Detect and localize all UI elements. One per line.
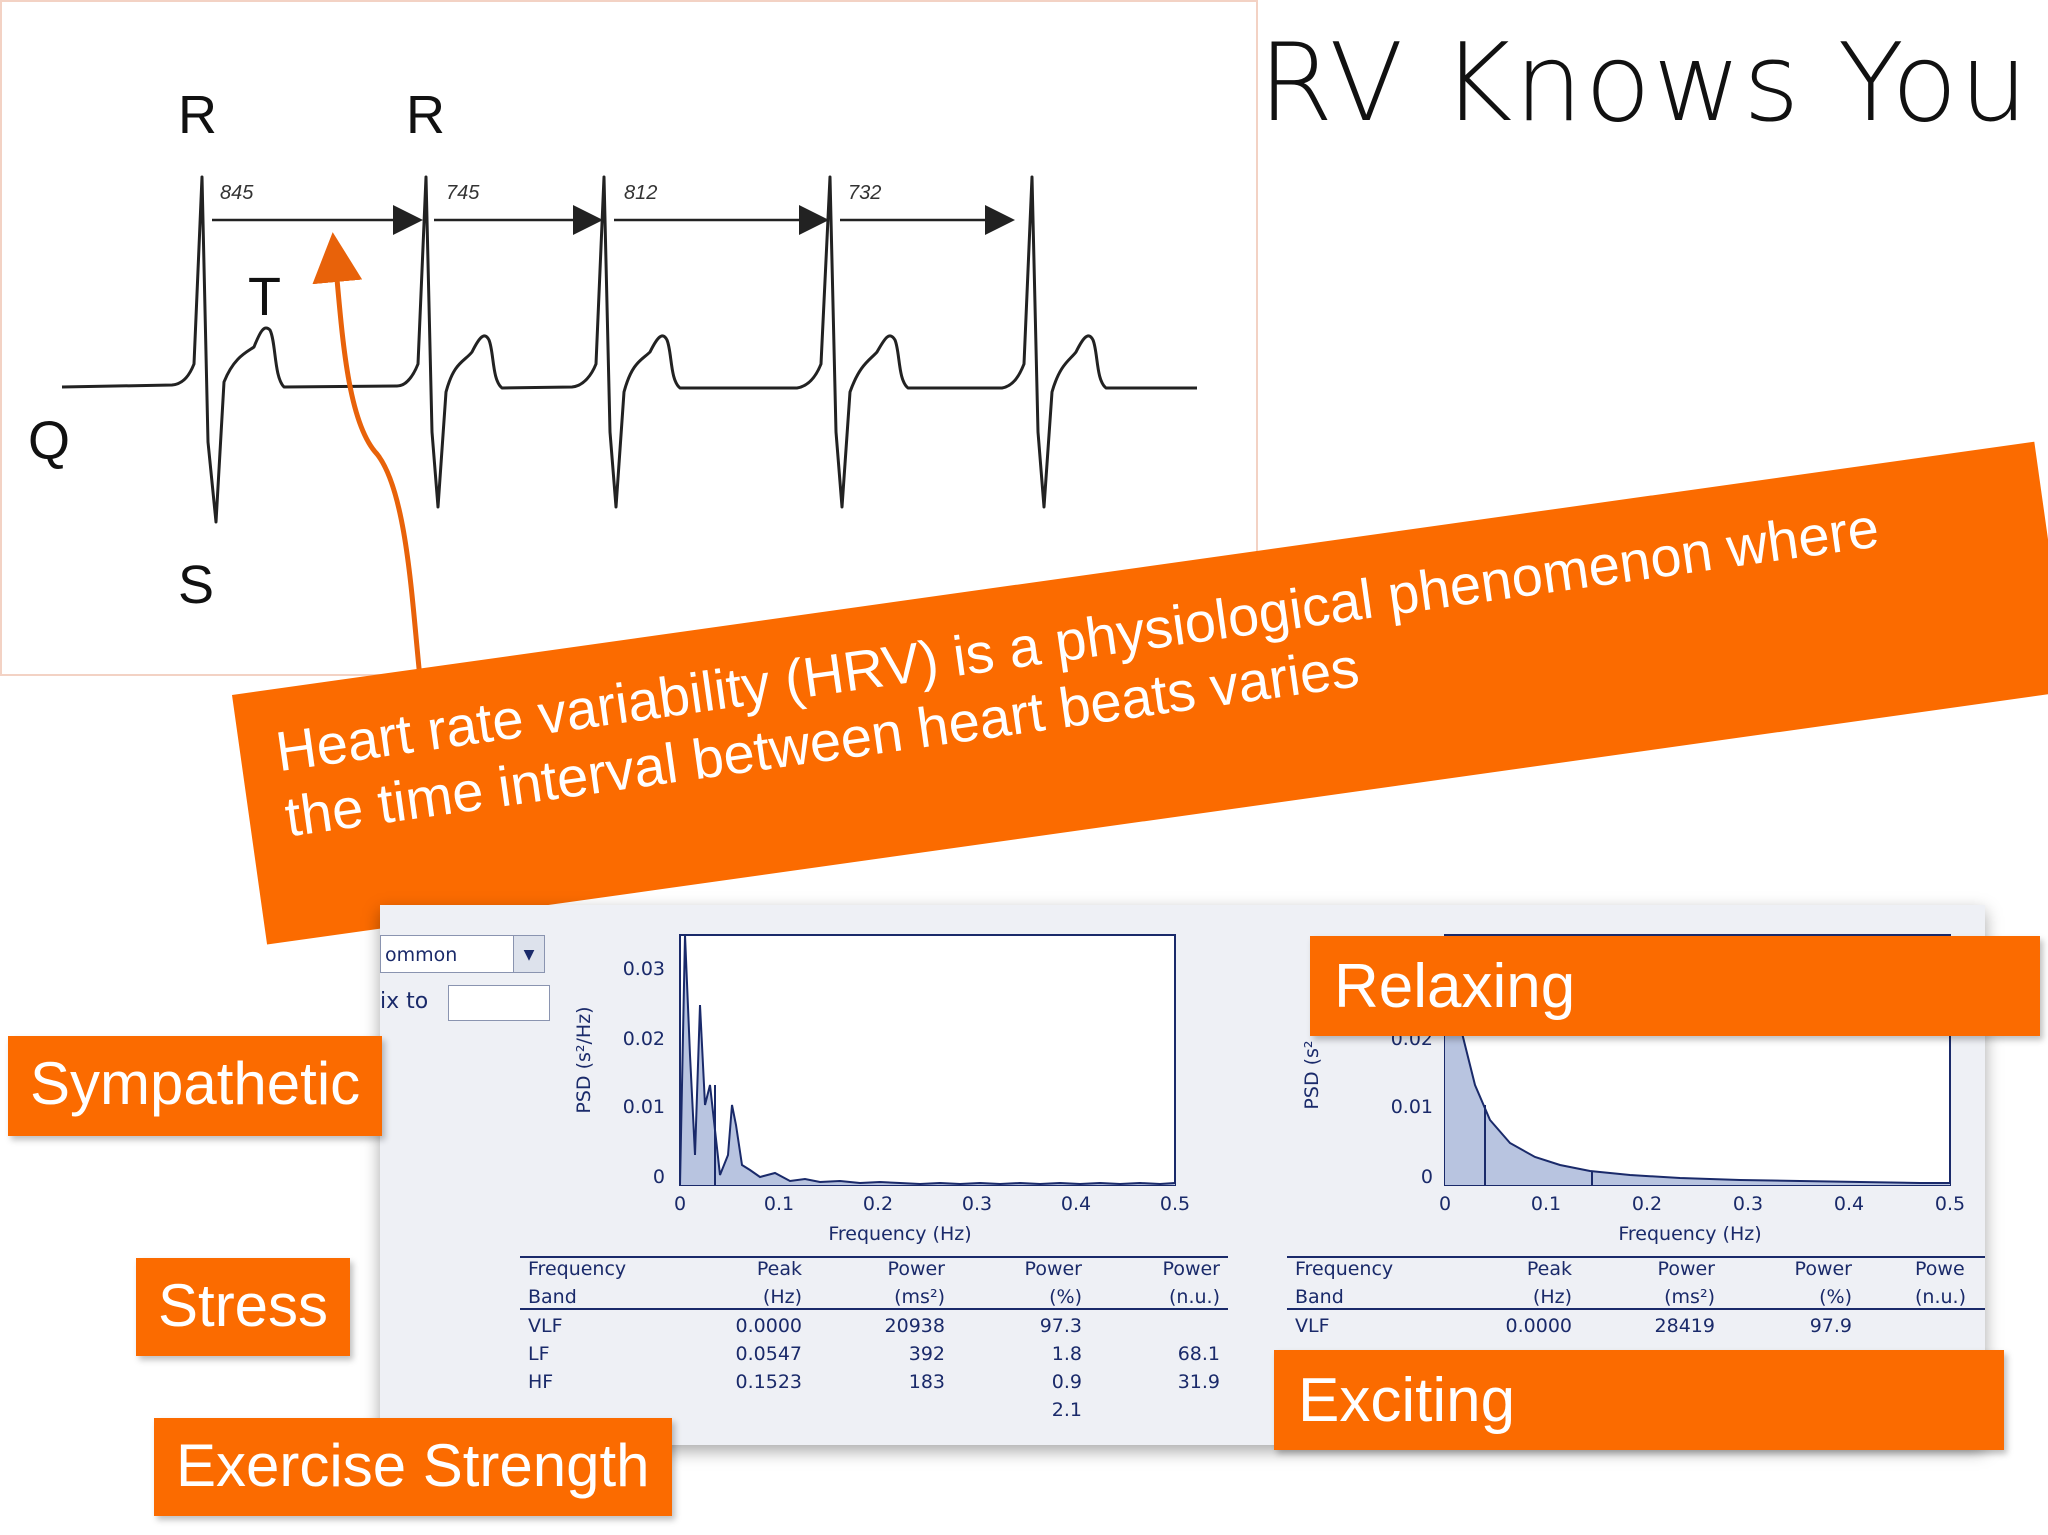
table-header: (%): [1819, 1286, 1852, 1308]
table-header: Power: [888, 1258, 946, 1280]
rr-interval-label: 812: [624, 182, 658, 204]
left-xtick: 0.1: [764, 1193, 794, 1215]
orange-pointer-arrow: [312, 232, 423, 678]
table-cell: VLF: [528, 1315, 563, 1337]
table-header: Power: [1658, 1258, 1716, 1280]
ecg-trace: [61, 175, 1197, 524]
left-xtick: 0.5: [1160, 1193, 1190, 1215]
fix-to-label: ix to: [380, 989, 429, 1014]
tag-relaxing: Relaxing: [1310, 936, 2040, 1036]
ecg-label-r1: R: [178, 85, 217, 145]
left-ytick: 0: [653, 1166, 665, 1188]
left-xtick: 0.3: [962, 1193, 992, 1215]
table-cell: 20938: [885, 1315, 945, 1337]
table-cell: 68.1: [1178, 1343, 1220, 1365]
right-xtick: 0.3: [1733, 1193, 1763, 1215]
right-xtick: 0.5: [1935, 1193, 1965, 1215]
table-cell: 1.8: [1052, 1343, 1082, 1365]
table-header: Frequency: [528, 1258, 626, 1280]
right-xtick: 0.4: [1834, 1193, 1864, 1215]
right-psd-fill: [1445, 945, 1950, 1185]
table-cell: 392: [909, 1343, 945, 1365]
ecg-diagram-panel: R R T Q S 845 745 812 732: [0, 0, 1258, 678]
right-xtick: 0.2: [1632, 1193, 1662, 1215]
left-ytick: 0.02: [623, 1028, 665, 1050]
table-cell: 183: [909, 1371, 945, 1393]
table-cell: LF: [528, 1343, 550, 1365]
right-ytick: 0.01: [1391, 1096, 1433, 1118]
right-ytick: 0: [1421, 1166, 1433, 1188]
left-plot-frame: [679, 934, 1176, 1186]
table-header: Power: [1025, 1258, 1083, 1280]
left-psd-line: [679, 934, 1176, 1186]
table-header: (n.u.): [1915, 1286, 1966, 1308]
table-cell: 0.0000: [1506, 1315, 1572, 1337]
table-header: Band: [528, 1286, 577, 1308]
fix-to-input[interactable]: [448, 985, 550, 1021]
left-ylabel: PSD (s²/Hz): [573, 1006, 595, 1113]
ecg-label-s: S: [178, 555, 215, 615]
left-xtick: 0.2: [863, 1193, 893, 1215]
table-header: (Hz): [763, 1286, 802, 1308]
table-cell: 0.1523: [736, 1371, 802, 1393]
table-header: (n.u.): [1169, 1286, 1220, 1308]
table-cell: 0.0000: [736, 1315, 802, 1337]
table-header: (ms²): [894, 1286, 945, 1308]
tag-stress: Stress: [136, 1258, 351, 1356]
settings-dropdown[interactable]: ommon ▼: [380, 935, 545, 973]
left-xtick: 0: [674, 1193, 686, 1215]
table-header: Peak: [1527, 1258, 1572, 1280]
rr-interval-label: 732: [848, 182, 882, 204]
rr-interval-label: 845: [220, 182, 254, 204]
ecg-label-t: T: [248, 267, 281, 327]
rr-interval-label: 745: [446, 182, 480, 204]
table-header: Band: [1295, 1286, 1344, 1308]
tag-exciting: Exciting: [1274, 1350, 2004, 1450]
chevron-down-icon[interactable]: ▼: [513, 936, 544, 972]
ecg-label-r2: R: [406, 85, 445, 145]
table-cell: 97.9: [1810, 1315, 1852, 1337]
table-cell: 0.9: [1052, 1371, 1082, 1393]
left-xlabel: Frequency (Hz): [828, 1223, 971, 1245]
left-psd-fill: [680, 935, 1175, 1185]
right-ylabel: PSD (s²: [1301, 1040, 1323, 1109]
table-header: Peak: [757, 1258, 802, 1280]
hrv-definition-banner: Heart rate variability (HRV) is a physio…: [232, 441, 2048, 945]
right-xtick: 0.1: [1531, 1193, 1561, 1215]
right-xlabel: Frequency (Hz): [1618, 1223, 1761, 1245]
table-cell: 31.9: [1178, 1371, 1220, 1393]
right-psd-line: [1444, 944, 1950, 1184]
table-cell: 2.1: [1052, 1399, 1082, 1421]
left-ytick: 0.01: [623, 1096, 665, 1118]
table-cell: 28419: [1655, 1315, 1715, 1337]
dropdown-value: ommon: [385, 944, 458, 966]
table-cell: VLF: [1295, 1315, 1330, 1337]
tag-sympathetic: Sympathetic: [8, 1036, 383, 1136]
right-xtick: 0: [1439, 1193, 1451, 1215]
left-xtick: 0.4: [1061, 1193, 1091, 1215]
table-header: (Hz): [1533, 1286, 1572, 1308]
tag-exercise-strength: Exercise Strength: [154, 1418, 672, 1516]
left-ytick: 0.03: [623, 958, 665, 980]
table-cell: 0.0547: [736, 1343, 802, 1365]
ecg-label-q: Q: [28, 411, 71, 471]
table-cell: 97.3: [1040, 1315, 1082, 1337]
right-results-table: Frequency Band Peak (Hz) Power (ms²) Pow…: [1287, 1256, 1985, 1337]
table-header: Frequency: [1295, 1258, 1393, 1280]
table-header: Power: [1795, 1258, 1853, 1280]
table-header: Powe: [1915, 1258, 1965, 1280]
table-header: (ms²): [1664, 1286, 1715, 1308]
table-header: (%): [1049, 1286, 1082, 1308]
left-results-table: Frequency Band Peak (Hz) Power (ms²) Pow…: [520, 1256, 1228, 1421]
table-cell: HF: [528, 1371, 553, 1393]
slide-title: HRV Knows You: [1175, 21, 2030, 146]
ecg-diagram: [61, 175, 1197, 678]
table-header: Power: [1163, 1258, 1221, 1280]
